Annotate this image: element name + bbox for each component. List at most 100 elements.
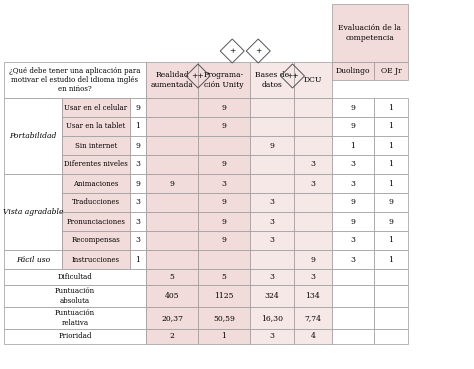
- Bar: [332, 136, 374, 155]
- Bar: [250, 285, 294, 307]
- Text: 9: 9: [136, 103, 140, 111]
- Bar: [146, 193, 198, 212]
- Text: ++: ++: [191, 72, 204, 80]
- Text: 50,59: 50,59: [213, 314, 235, 322]
- Text: 9: 9: [221, 217, 227, 225]
- Text: 1: 1: [389, 255, 393, 263]
- Text: 3: 3: [136, 161, 140, 169]
- Bar: [146, 62, 198, 98]
- Bar: [250, 136, 294, 155]
- Bar: [250, 307, 294, 329]
- Bar: [332, 285, 374, 307]
- Bar: [332, 329, 374, 344]
- Bar: [146, 307, 198, 329]
- Text: 9: 9: [170, 179, 174, 187]
- Text: 2: 2: [170, 332, 174, 341]
- Bar: [62, 174, 130, 193]
- Bar: [146, 98, 198, 117]
- Bar: [294, 285, 332, 307]
- Text: 9: 9: [221, 199, 227, 207]
- Bar: [374, 285, 408, 307]
- Bar: [130, 117, 146, 136]
- Bar: [4, 307, 146, 329]
- Text: 1125: 1125: [214, 292, 234, 300]
- Bar: [4, 269, 146, 285]
- Bar: [294, 231, 332, 250]
- Bar: [198, 307, 250, 329]
- Text: 3: 3: [350, 255, 356, 263]
- Bar: [198, 250, 250, 269]
- Bar: [62, 231, 130, 250]
- Text: 9: 9: [270, 141, 274, 149]
- Bar: [374, 250, 408, 269]
- Text: Bases de
datos: Bases de datos: [255, 71, 289, 89]
- Text: 1: 1: [389, 179, 393, 187]
- Text: 134: 134: [306, 292, 320, 300]
- Text: 4: 4: [310, 332, 315, 341]
- Bar: [294, 155, 332, 174]
- Text: ++: ++: [286, 72, 299, 80]
- Bar: [4, 174, 62, 250]
- Bar: [250, 62, 294, 98]
- Bar: [250, 212, 294, 231]
- Bar: [130, 231, 146, 250]
- Bar: [374, 231, 408, 250]
- Bar: [374, 193, 408, 212]
- Bar: [146, 269, 198, 285]
- Text: 1: 1: [389, 141, 393, 149]
- Text: Evaluación de la
competencia: Evaluación de la competencia: [338, 24, 401, 42]
- Text: 1: 1: [389, 103, 393, 111]
- Bar: [250, 98, 294, 117]
- Text: Diferentes niveles: Diferentes niveles: [64, 161, 128, 169]
- Bar: [146, 117, 198, 136]
- Bar: [250, 231, 294, 250]
- Text: 3: 3: [270, 273, 274, 281]
- Bar: [4, 62, 146, 98]
- Bar: [374, 155, 408, 174]
- Text: 7,74: 7,74: [304, 314, 321, 322]
- Bar: [294, 98, 332, 117]
- Text: Recompensas: Recompensas: [72, 237, 120, 245]
- Text: Vista agradable: Vista agradable: [3, 208, 63, 216]
- Bar: [332, 155, 374, 174]
- Text: 1: 1: [389, 123, 393, 131]
- Bar: [146, 174, 198, 193]
- Bar: [332, 193, 374, 212]
- Bar: [374, 62, 408, 80]
- Text: 9: 9: [351, 123, 356, 131]
- Text: 3: 3: [136, 217, 140, 225]
- Text: Realidad
aumentada: Realidad aumentada: [151, 71, 193, 89]
- Bar: [332, 62, 374, 80]
- Bar: [198, 329, 250, 344]
- Bar: [332, 4, 408, 62]
- Bar: [198, 174, 250, 193]
- Bar: [62, 250, 130, 269]
- Text: 1: 1: [136, 255, 140, 263]
- Text: 405: 405: [164, 292, 179, 300]
- Bar: [198, 98, 250, 117]
- Text: 9: 9: [389, 199, 393, 207]
- Bar: [332, 307, 374, 329]
- Bar: [130, 174, 146, 193]
- Text: Traducciones: Traducciones: [72, 199, 120, 207]
- Text: 9: 9: [136, 141, 140, 149]
- Text: 3: 3: [270, 199, 274, 207]
- Bar: [294, 329, 332, 344]
- Text: Animaciones: Animaciones: [73, 179, 118, 187]
- Text: 9: 9: [221, 237, 227, 245]
- Text: 3: 3: [310, 273, 316, 281]
- Bar: [130, 136, 146, 155]
- Text: Duolingo: Duolingo: [336, 67, 370, 75]
- Text: +: +: [229, 47, 236, 55]
- Text: Sin internet: Sin internet: [75, 141, 117, 149]
- Text: 20,37: 20,37: [161, 314, 183, 322]
- Bar: [374, 307, 408, 329]
- Bar: [130, 98, 146, 117]
- Bar: [146, 231, 198, 250]
- Bar: [146, 155, 198, 174]
- Bar: [146, 250, 198, 269]
- Text: 1: 1: [389, 237, 393, 245]
- Bar: [250, 250, 294, 269]
- Text: 3: 3: [310, 179, 316, 187]
- Text: 9: 9: [351, 199, 356, 207]
